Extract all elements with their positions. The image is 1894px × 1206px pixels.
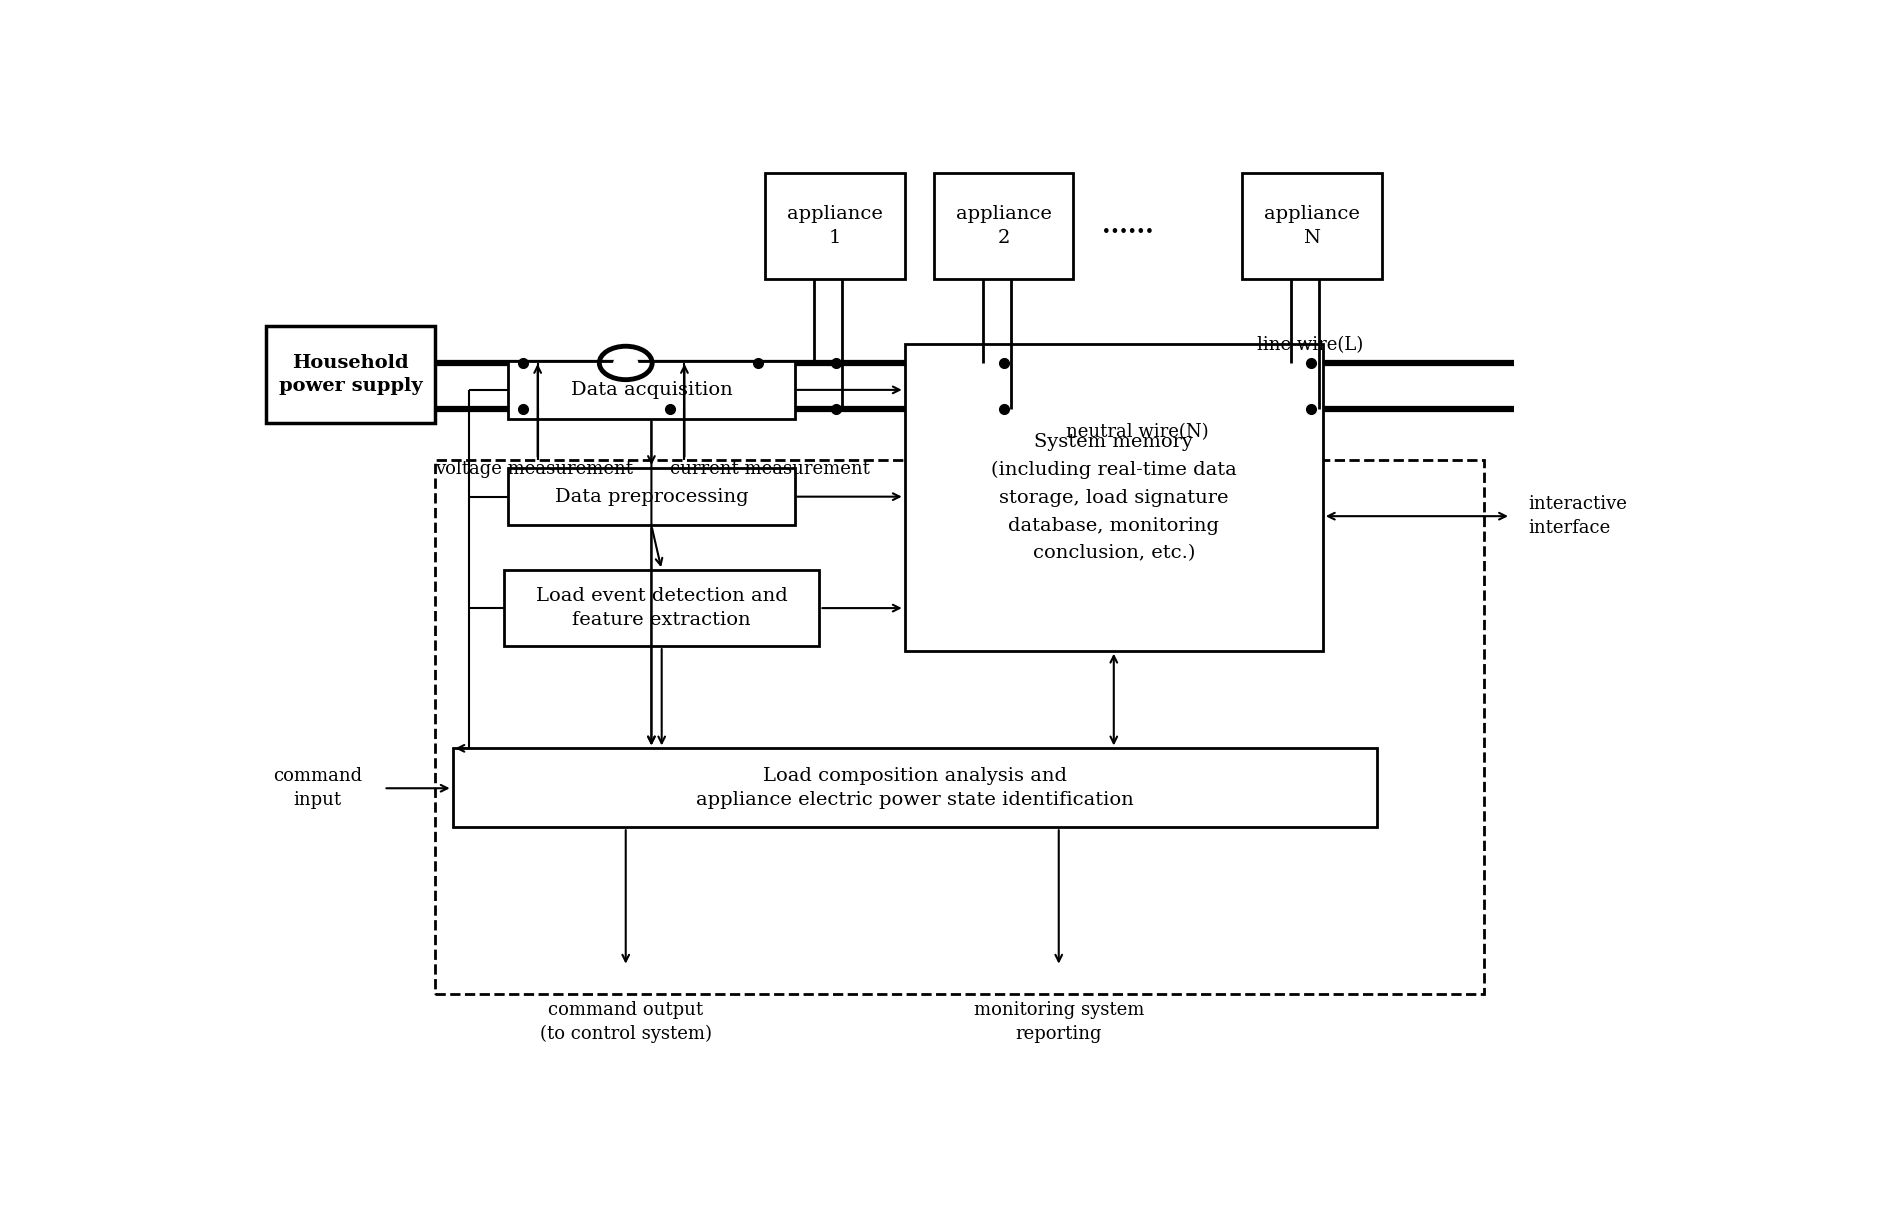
Text: interactive
interface: interactive interface: [1528, 496, 1627, 537]
Text: neutral wire(N): neutral wire(N): [1066, 423, 1208, 441]
Circle shape: [614, 356, 638, 370]
Text: ......: ......: [1102, 215, 1153, 239]
Text: voltage measurement: voltage measurement: [436, 461, 633, 479]
Text: line wire(L): line wire(L): [1258, 335, 1364, 353]
FancyBboxPatch shape: [436, 461, 1485, 995]
Text: Household
power supply: Household power supply: [278, 353, 422, 396]
Text: Data preprocessing: Data preprocessing: [555, 487, 748, 505]
Text: Data acquisition: Data acquisition: [570, 381, 733, 399]
Text: command output
(to control system): command output (to control system): [540, 1001, 712, 1043]
FancyBboxPatch shape: [508, 361, 795, 418]
FancyBboxPatch shape: [1242, 172, 1383, 280]
FancyBboxPatch shape: [453, 748, 1377, 827]
Text: appliance
1: appliance 1: [788, 205, 883, 247]
FancyBboxPatch shape: [905, 345, 1322, 651]
Text: System memory
(including real-time data
storage, load signature
database, monito: System memory (including real-time data …: [991, 433, 1237, 562]
FancyBboxPatch shape: [265, 326, 436, 423]
Text: Load composition analysis and
appliance electric power state identification: Load composition analysis and appliance …: [695, 767, 1135, 808]
FancyBboxPatch shape: [934, 172, 1074, 280]
Text: monitoring system
reporting: monitoring system reporting: [974, 1001, 1144, 1043]
FancyBboxPatch shape: [508, 468, 795, 526]
Text: appliance
N: appliance N: [1263, 205, 1360, 247]
Text: appliance
2: appliance 2: [956, 205, 1051, 247]
FancyBboxPatch shape: [765, 172, 905, 280]
Text: Load event detection and
feature extraction: Load event detection and feature extract…: [536, 587, 788, 628]
Text: command
input: command input: [273, 767, 362, 809]
FancyBboxPatch shape: [504, 570, 820, 646]
Text: current measurement: current measurement: [670, 461, 869, 479]
